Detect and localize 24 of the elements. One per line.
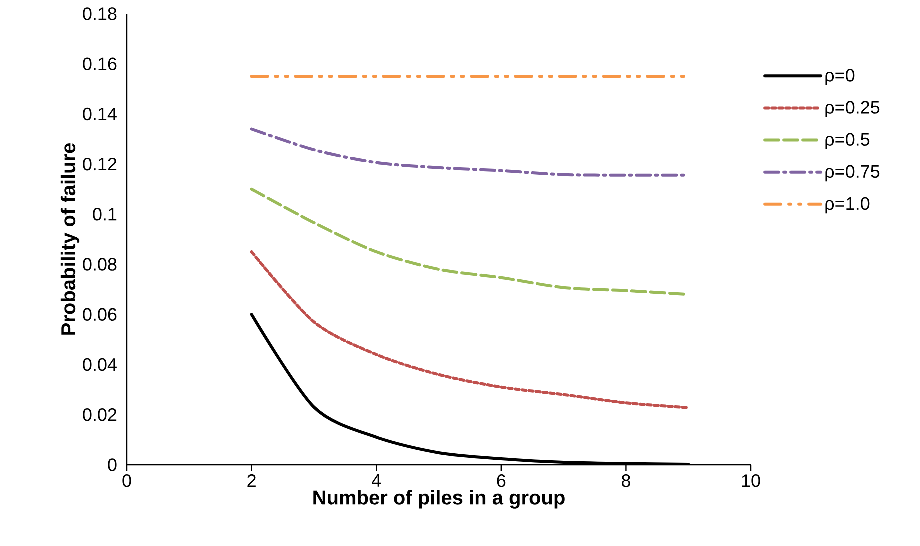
legend-label: ρ=0.75 bbox=[826, 165, 880, 182]
y-tick-label: 0.14 bbox=[83, 108, 117, 121]
y-tick-label: 0.04 bbox=[83, 358, 117, 372]
y-tick-label: 0.18 bbox=[83, 8, 117, 20]
y-tick-label: 0.08 bbox=[83, 258, 117, 271]
x-tick-label: 10 bbox=[742, 474, 760, 488]
y-tick-label: 0.16 bbox=[83, 58, 117, 70]
x-tick-label: 6 bbox=[497, 474, 506, 488]
x-axis-title: Number of piles in a group bbox=[314, 490, 565, 509]
x-tick-label: 2 bbox=[248, 474, 256, 488]
legend-label: ρ=0 bbox=[826, 69, 855, 86]
line-series bbox=[250, 250, 690, 410]
y-tick-label: 0.1 bbox=[93, 208, 117, 221]
y-axis-title: Probability of failure bbox=[60, 143, 80, 335]
legend-label: ρ=1.0 bbox=[826, 197, 870, 214]
y-tick-label: 0 bbox=[108, 458, 117, 472]
x-tick-label: 4 bbox=[372, 474, 382, 487]
x-tick-label: 8 bbox=[622, 474, 630, 488]
legend-label: ρ=0.25 bbox=[826, 101, 880, 118]
y-tick-label: 0.06 bbox=[83, 308, 117, 322]
y-tick-label: 0.12 bbox=[83, 158, 117, 171]
legend-label: ρ=0.5 bbox=[826, 133, 870, 150]
x-tick-label: 0 bbox=[122, 474, 132, 488]
y-tick-label: 0.02 bbox=[83, 408, 117, 422]
